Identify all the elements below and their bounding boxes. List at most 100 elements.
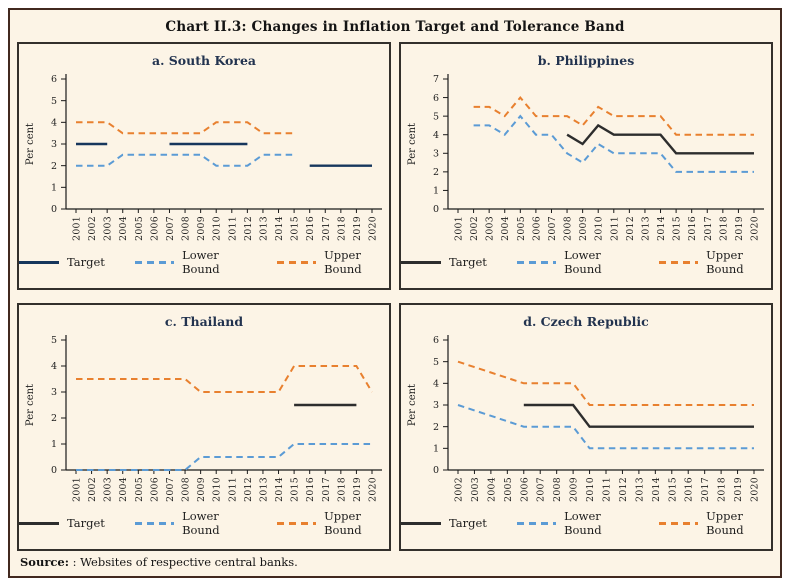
legend-label-lower-bound: Lower Bound <box>182 248 220 276</box>
x-tick-label: 2011 <box>227 477 238 502</box>
y-tick-label: 6 <box>433 93 439 104</box>
x-tick-label: 2015 <box>672 216 683 241</box>
y-tick-label: 0 <box>51 465 57 476</box>
panel-title-philippines: b. Philippines <box>537 53 635 68</box>
y-tick-label: 5 <box>51 335 57 346</box>
x-tick-label: 2012 <box>625 216 636 241</box>
y-axis-title: Per cent <box>407 384 418 426</box>
x-tick-label: 2003 <box>470 477 481 502</box>
legend-item-target: Target <box>19 516 105 530</box>
lower-bound-line-swatch <box>516 260 557 264</box>
target-line <box>523 403 754 428</box>
philippines-chart-canvas: 0 1 2 3 4 5 6 7 2001 2002 2003 2004 2005 2006 2007 2008… <box>407 74 764 241</box>
x-tick-label: 2009 <box>578 216 589 241</box>
lower-bound-line-swatch <box>134 521 175 525</box>
x-tick-label: 2013 <box>640 216 651 241</box>
y-tick-label: 6 <box>51 74 57 85</box>
legend-item-upper-bound: Upper Bound <box>276 509 389 537</box>
legend-thailand: Target Lower Bound Upper Bound <box>19 509 389 537</box>
x-tick-label: 2016 <box>684 477 695 502</box>
x-tick-label: 2002 <box>469 216 480 241</box>
legend-label-upper-bound: Upper Bound <box>324 509 362 537</box>
x-tick-label: 2004 <box>500 216 511 241</box>
x-tick-label: 2017 <box>321 477 332 502</box>
x-tick-label: 2015 <box>667 477 678 502</box>
y-tick-label: 7 <box>433 74 439 85</box>
x-tick-label: 2019 <box>734 216 745 241</box>
legend-label-upper-bound: Upper Bound <box>324 248 362 276</box>
source-label: Source: <box>20 555 69 569</box>
upper-bound-line-swatch <box>658 260 699 264</box>
y-tick-label: 3 <box>433 400 439 411</box>
y-tick-label: 4 <box>51 361 57 372</box>
x-tick-label: 2002 <box>87 216 98 241</box>
x-tick-label: 2003 <box>103 477 114 502</box>
upper-bound-line <box>457 360 754 406</box>
x-tick-label: 2014 <box>656 216 667 241</box>
target-line <box>566 123 754 155</box>
x-tick-label: 2007 <box>165 216 176 241</box>
x-tick-label: 2011 <box>609 216 620 241</box>
legend-item-target: Target <box>19 255 105 269</box>
x-tick-label: 2013 <box>258 216 269 241</box>
x-tick-label: 2008 <box>181 477 192 502</box>
x-tick-label: 2002 <box>87 477 98 502</box>
x-tick-label: 2018 <box>718 216 729 241</box>
x-tick-label: 2005 <box>134 216 145 241</box>
x-tick-label: 2016 <box>305 477 316 502</box>
chart-figure: Chart II.3: Changes in Inflation Target … <box>8 8 782 578</box>
x-tick-label: 2004 <box>118 477 129 502</box>
y-tick-label: 1 <box>433 444 439 455</box>
x-tick-label: 2002 <box>454 477 465 502</box>
x-tick-label: 2014 <box>274 477 285 502</box>
x-tick-label: 2020 <box>368 477 379 502</box>
x-tick-label: 2003 <box>103 216 114 241</box>
y-tick-label: 2 <box>51 161 57 172</box>
x-tick-label: 2018 <box>336 216 347 241</box>
x-tick-label: 2012 <box>243 477 254 502</box>
x-tick-label: 2015 <box>290 477 301 502</box>
x-tick-label: 2010 <box>585 477 596 502</box>
legend-item-lower-bound: Lower Bound <box>516 509 629 537</box>
legend-south-korea: Target Lower Bound Upper Bound <box>19 248 389 276</box>
x-tick-label: 2017 <box>321 216 332 241</box>
x-tick-label: 2020 <box>750 216 761 241</box>
x-tick-label: 2007 <box>165 477 176 502</box>
y-tick-label: 5 <box>433 111 439 122</box>
x-tick-label: 2008 <box>552 477 563 502</box>
panel-philippines: b. Philippines 0 1 2 3 4 5 6 7 2001 2002 2003 2004 2… <box>399 42 773 290</box>
y-tick-label: 2 <box>51 413 57 424</box>
y-tick-label: 0 <box>433 204 439 215</box>
x-tick-label: 2011 <box>602 477 613 502</box>
legend-label-lower-bound: Lower Bound <box>564 509 602 537</box>
panel-south-korea: a. South Korea 0 1 2 3 4 5 6 2001 2002 2003 2004 20… <box>17 42 391 290</box>
x-tick-label: 2019 <box>733 477 744 502</box>
upper-bound-line <box>76 121 295 135</box>
x-tick-label: 2014 <box>274 216 285 241</box>
target-line-swatch <box>401 260 441 264</box>
x-tick-label: 2001 <box>72 477 83 502</box>
legend-label-lower-bound: Lower Bound <box>564 248 602 276</box>
lower-bound-line-swatch <box>134 260 175 264</box>
x-tick-label: 2013 <box>258 477 269 502</box>
south-korea-chart-canvas: 0 1 2 3 4 5 6 2001 2002 2003 2004 2005 2006 2007 2008 2… <box>25 74 382 241</box>
legend-czech-republic: Target Lower Bound Upper Bound <box>401 509 771 537</box>
upper-bound-line <box>473 96 754 136</box>
figure-title: Chart II.3: Changes in Inflation Target … <box>165 19 625 35</box>
source-note: Source: : Websites of respective central… <box>20 555 780 569</box>
y-tick-label: 4 <box>433 130 439 141</box>
panel-title-czech-republic: d. Czech Republic <box>523 314 649 329</box>
target-line-swatch <box>19 521 59 525</box>
legend-label-target: Target <box>67 516 105 530</box>
x-tick-label: 2010 <box>212 216 223 241</box>
panel-title-south-korea: a. South Korea <box>151 53 257 68</box>
x-tick-label: 2020 <box>750 477 761 502</box>
legend-label-upper-bound: Upper Bound <box>706 509 744 537</box>
y-axis-title: Per cent <box>25 123 36 165</box>
thailand-chart-canvas: 0 1 2 3 4 5 2001 2002 2003 2004 2005 2006 2007 2008 20… <box>25 335 382 502</box>
x-tick-label: 2018 <box>336 477 347 502</box>
panel-grid: a. South Korea 0 1 2 3 4 5 6 2001 2002 2003 2004 20… <box>17 42 773 551</box>
x-tick-label: 2005 <box>503 477 514 502</box>
x-tick-label: 2004 <box>486 477 497 502</box>
czech-republic-chart-canvas: 0 1 2 3 4 5 6 2002 2003 2004 2005 2006 2007 2008 2009 2… <box>407 335 764 502</box>
